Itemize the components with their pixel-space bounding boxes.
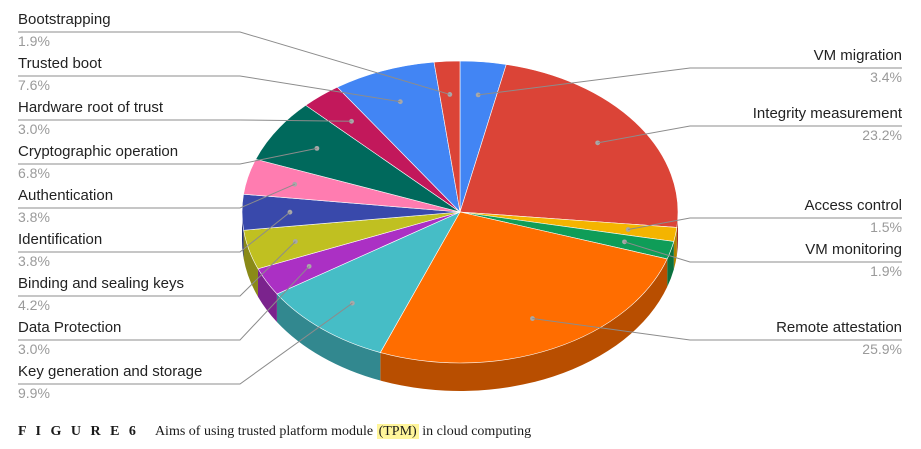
leader-line: [18, 119, 352, 122]
slice-label-name: VM monitoring: [805, 241, 902, 258]
leader-line: [18, 266, 310, 341]
slice-label-value: 1.5%: [870, 219, 902, 235]
slice-side-data-protection: [257, 268, 277, 322]
slice-label-value: 3.8%: [18, 209, 50, 225]
slice-label-value: 3.0%: [18, 121, 50, 137]
slice-side-access-control: [673, 227, 677, 270]
label-vm-monitoring: VM monitoring 1.9%: [622, 239, 902, 279]
slice-key-generation-and-storage: [276, 211, 461, 353]
label-integrity-measurement: Integrity measurement 23.2%: [595, 105, 903, 146]
slice-label-value: 7.6%: [18, 77, 50, 93]
leader-dot: [595, 140, 601, 146]
leader-line: [18, 147, 318, 165]
label-authentication: Authentication 3.8%: [18, 181, 298, 225]
slice-label-value: 23.2%: [862, 127, 902, 143]
slice-remote-attestation: [379, 211, 668, 364]
slice-bootstrapping: [433, 60, 461, 213]
caption-text-before: Aims of using trusted platform module: [154, 424, 377, 439]
label-hardware-root-of-trust: Hardware root of trust 3.0%: [18, 99, 354, 137]
slice-label-value: 1.9%: [18, 33, 50, 49]
slice-label-name: Cryptographic operation: [18, 143, 178, 160]
slice-label-name: Remote attestation: [776, 319, 902, 336]
slice-trusted-boot: [336, 61, 461, 213]
slice-side-remote-attestation: [380, 258, 668, 391]
label-remote-attestation: Remote attestation 25.9%: [530, 316, 902, 357]
slice-label-value: 3.4%: [870, 69, 902, 85]
label-vm-migration: VM migration 3.4%: [475, 47, 902, 98]
slice-label-name: Authentication: [18, 187, 113, 204]
slice-label-name: VM migration: [814, 47, 902, 64]
label-binding-and-sealing-keys: Binding and sealing keys 4.2%: [18, 239, 298, 313]
slice-label-name: Trusted boot: [18, 55, 102, 72]
slice-label-value: 3.8%: [18, 253, 50, 269]
pie-slices: [241, 60, 679, 364]
slice-label-value: 4.2%: [18, 297, 50, 313]
leader-line: [18, 31, 450, 95]
leader-line: [18, 183, 295, 209]
slice-label-name: Binding and sealing keys: [18, 275, 184, 292]
leader-line: [18, 241, 296, 297]
slice-label-name: Bootstrapping: [18, 11, 111, 28]
slice-integrity-measurement: [459, 64, 679, 228]
label-cryptographic-operation: Cryptographic operation 6.8%: [18, 143, 320, 181]
slice-label-name: Hardware root of trust: [18, 99, 164, 116]
slice-side-key-generation-and-storage: [276, 293, 381, 381]
label-data-protection: Data Protection 3.0%: [18, 263, 312, 357]
leader-line: [18, 211, 291, 253]
label-key-generation-and-storage: Key generation and storage 9.9%: [18, 300, 355, 401]
caption-highlight: (TPM): [376, 424, 419, 439]
figure-label: F I G U R E 6: [18, 424, 139, 439]
leader-line: [18, 302, 353, 385]
leader-dot: [530, 316, 535, 321]
caption-text-after: in cloud computing: [418, 424, 532, 439]
figure-caption: F I G U R E 6 Aims of using trusted platf…: [18, 424, 531, 440]
label-identification: Identification 3.8%: [18, 209, 293, 269]
slice-label-name: Data Protection: [18, 319, 121, 336]
leader-line: [628, 217, 902, 231]
slice-side-vm-monitoring: [667, 241, 674, 287]
leader-line: [18, 75, 401, 103]
slice-label-value: 3.0%: [18, 341, 50, 357]
slice-label-name: Identification: [18, 231, 102, 248]
slice-label-value: 1.9%: [870, 263, 902, 279]
leader-line: [597, 125, 902, 144]
slice-label-value: 25.9%: [862, 341, 902, 357]
label-access-control: Access control 1.5%: [625, 197, 902, 235]
leader-line: [624, 241, 902, 263]
slice-label-name: Integrity measurement: [753, 105, 903, 122]
label-bootstrapping: Bootstrapping 1.9%: [18, 11, 453, 97]
slice-labels: VM migration 3.4% Integrity measurement 23.…: [18, 11, 903, 401]
leader-line: [478, 67, 902, 96]
slice-label-name: Key generation and storage: [18, 363, 202, 380]
slice-label-value: 6.8%: [18, 165, 50, 181]
leader-dot: [625, 227, 631, 232]
label-trusted-boot: Trusted boot 7.6%: [18, 55, 403, 105]
leader-line: [532, 318, 902, 341]
slice-label-name: Access control: [804, 197, 902, 214]
pie-chart: VM migration 3.4% Integrity measurement 23.…: [18, 11, 903, 401]
slice-label-value: 9.9%: [18, 385, 50, 401]
